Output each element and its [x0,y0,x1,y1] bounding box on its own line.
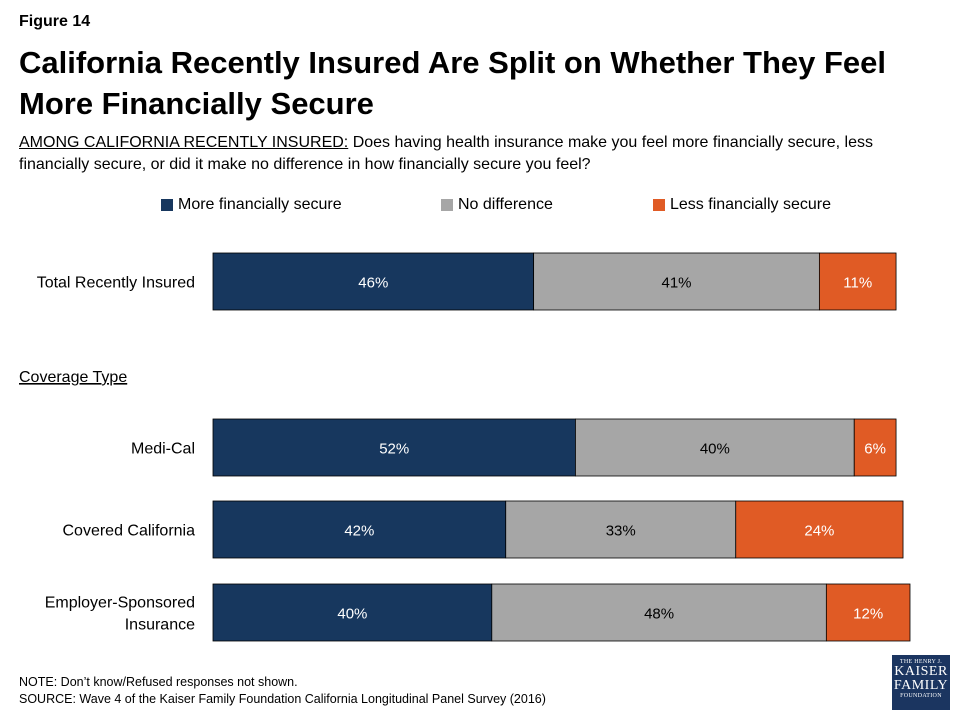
bar-medi-cal-no-difference [575,418,855,477]
logo-line-1: THE HENRY J. [899,659,943,665]
category-label-total-recently-insured: Total Recently Insured [37,275,195,292]
data-label-medi-cal-no-difference: 40% [700,441,730,458]
figure-label: Figure 14 [19,13,91,30]
bar-employer-sponsored-insurance-no-difference [491,583,827,642]
data-label-total-recently-insured-more-financially-secure: 46% [358,275,388,292]
data-label-covered-california-less-financially-secure: 24% [804,523,834,540]
logo-line-3: FAMILY [893,678,949,693]
category-label-medi-cal: Medi-Cal [131,441,195,458]
footnote-source: SOURCE: Wave 4 of the Kaiser Family Foun… [19,692,546,706]
legend-swatch-more [161,199,173,211]
bar-covered-california-less-financially-secure [735,500,904,559]
bar-employer-sponsored-insurance-less-financially-secure [825,583,911,642]
data-label-total-recently-insured-no-difference: 41% [661,275,691,292]
chart-title: California Recently Insured Are Split on… [19,45,887,121]
chart-subtitle: AMONG CALIFORNIA RECENTLY INSURED: Does … [19,132,919,176]
footnote-note: NOTE: Don’t know/Refused responses not s… [19,675,298,689]
legend-item-more: More financially secure [161,196,342,214]
subtitle-population: AMONG CALIFORNIA RECENTLY INSURED: [19,134,349,151]
legend-swatch-less [653,199,665,211]
data-label-covered-california-no-difference: 33% [606,523,636,540]
bar-total-recently-insured-less-financially-secure [818,252,897,311]
data-label-total-recently-insured-less-financially-secure: 11% [843,275,872,292]
data-label-employer-sponsored-insurance-no-difference: 48% [644,606,674,623]
legend-label-no-difference: No difference [458,196,553,213]
logo-line-4: FOUNDATION [900,693,942,699]
data-label-medi-cal-less-financially-secure: 6% [864,441,886,458]
kff-logo: THE HENRY J. KAISER FAMILY FOUNDATION [892,655,950,710]
legend-item-less: Less financially secure [653,196,831,214]
data-label-employer-sponsored-insurance-more-financially-secure: 40% [337,606,367,623]
legend-label-more: More financially secure [178,196,342,213]
bar-employer-sponsored-insurance-more-financially-secure [212,583,493,642]
bar-medi-cal-more-financially-secure [212,418,576,477]
data-label-employer-sponsored-insurance-less-financially-secure: 12% [853,606,883,623]
bar-medi-cal-less-financially-secure [853,418,897,477]
data-label-covered-california-more-financially-secure: 42% [344,523,374,540]
legend-swatch-no-difference [441,199,453,211]
bar-total-recently-insured-more-financially-secure [212,252,535,311]
legend-label-less: Less financially secure [670,196,831,213]
section-label-coverage-type: Coverage Type [19,369,127,386]
data-label-medi-cal-more-financially-secure: 52% [379,441,409,458]
subtitle-question: Does having health insurance make you fe… [19,134,873,173]
bar-covered-california-no-difference [505,500,737,559]
category-label-covered-california: Covered California [62,523,195,540]
bar-covered-california-more-financially-secure [212,500,507,559]
logo-line-2: KAISER [894,664,948,679]
category-label-employer-sponsored-insurance: Employer-Sponsored Insurance [45,595,195,634]
legend: More financially secure No difference Le… [0,196,960,216]
legend-item-no-difference: No difference [441,196,553,214]
